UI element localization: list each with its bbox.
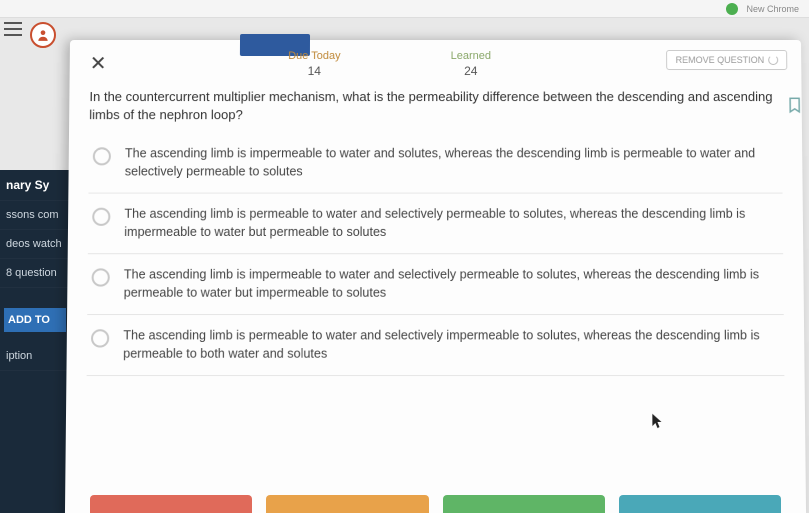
avatar-icon [36, 28, 50, 42]
radio-icon [92, 208, 110, 226]
radio-icon [93, 147, 111, 165]
status-dot-icon [726, 3, 738, 15]
option-3[interactable]: The ascending limb is impermeable to wat… [87, 254, 784, 315]
option-text: The ascending limb is permeable to water… [124, 206, 779, 241]
hamburger-menu-icon[interactable] [4, 22, 22, 36]
refresh-icon [768, 55, 778, 65]
option-2[interactable]: The ascending limb is permeable to water… [88, 194, 783, 255]
sidebar-heading: nary Sy [0, 170, 70, 201]
option-text: The ascending limb is permeable to water… [123, 327, 780, 363]
sidebar-item-questions[interactable]: 8 question [0, 259, 70, 288]
remove-question-label: REMOVE QUESTION [676, 55, 765, 65]
option-text: The ascending limb is impermeable to wat… [125, 145, 779, 180]
options-list: The ascending limb is impermeable to wat… [65, 133, 806, 513]
question-card: ✕ Due Today 14 Learned 24 REMOVE QUESTIO… [65, 40, 806, 513]
avatar[interactable] [30, 22, 56, 48]
option-1[interactable]: The ascending limb is impermeable to wat… [88, 133, 782, 193]
stat-due: Due Today 14 [288, 50, 341, 78]
remove-question-button[interactable]: REMOVE QUESTION [667, 50, 788, 70]
cursor-icon [651, 413, 663, 429]
add-to-button[interactable]: ADD TO [4, 308, 66, 332]
browser-chrome: New Chrome [0, 0, 809, 18]
learned-value: 24 [451, 64, 491, 78]
sidebar-item-lessons[interactable]: ssons com [0, 201, 70, 230]
new-chrome-label: New Chrome [746, 4, 799, 14]
learned-label: Learned [451, 50, 491, 62]
radio-icon [91, 329, 109, 347]
close-button[interactable]: ✕ [84, 50, 113, 78]
option-text: The ascending limb is impermeable to wat… [124, 266, 780, 301]
stat-learned: Learned 24 [451, 50, 491, 78]
sidebar-item-description[interactable]: iption [0, 342, 70, 371]
sidebar-item-videos[interactable]: deos watch [0, 230, 70, 259]
rating-button-4[interactable] [619, 495, 781, 513]
due-value: 14 [288, 64, 340, 78]
radio-icon [92, 268, 110, 286]
sidebar: nary Sy ssons com deos watch 8 question … [0, 170, 70, 513]
rating-button-2[interactable] [266, 495, 428, 513]
card-header: ✕ Due Today 14 Learned 24 REMOVE QUESTIO… [70, 40, 802, 82]
due-label: Due Today [288, 50, 340, 62]
stats: Due Today 14 Learned 24 [112, 50, 666, 78]
question-text: In the countercurrent multiplier mechani… [69, 82, 802, 133]
option-4[interactable]: The ascending limb is permeable to water… [87, 315, 785, 376]
rating-button-3[interactable] [443, 495, 605, 513]
rating-button-1[interactable] [90, 495, 252, 513]
rating-buttons [70, 495, 801, 513]
bookmark-icon[interactable] [786, 96, 804, 114]
